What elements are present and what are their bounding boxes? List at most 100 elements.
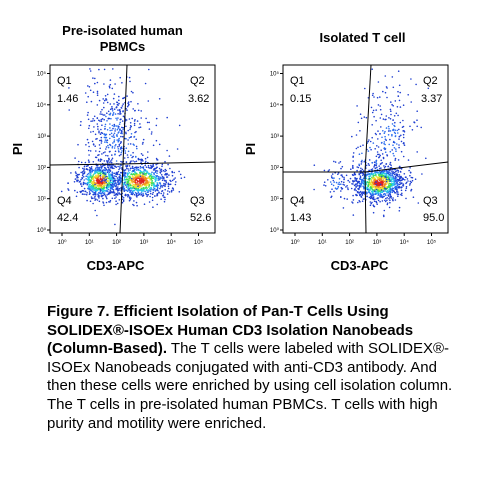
cell-dot <box>91 140 94 143</box>
cell-dot <box>111 184 113 187</box>
cell-dot <box>99 139 101 142</box>
cell-dot <box>149 195 151 198</box>
cell-dot <box>138 182 141 184</box>
cell-dot <box>377 138 379 140</box>
cell-dot <box>338 183 341 186</box>
cell-dot <box>127 102 129 105</box>
cell-dot <box>107 160 110 162</box>
cell-dot <box>390 197 393 199</box>
cell-dot <box>145 166 148 168</box>
cell-dot <box>404 179 406 181</box>
cell-dot <box>94 183 96 186</box>
quadrant-gate <box>122 64 128 165</box>
cell-dot <box>119 129 121 132</box>
cell-dot <box>136 189 139 192</box>
cell-dot <box>156 203 158 206</box>
cell-dot <box>131 117 133 120</box>
cell-dot <box>114 197 116 200</box>
cell-dot <box>144 157 147 160</box>
cell-dot <box>406 178 409 180</box>
cell-dot <box>162 194 165 196</box>
cell-dot <box>369 146 371 149</box>
cell-dot <box>105 201 108 204</box>
cell-dot <box>89 70 92 72</box>
cell-dot <box>130 197 132 199</box>
cell-dot <box>166 149 168 152</box>
cell-dot <box>92 143 95 145</box>
cell-dot <box>116 177 119 179</box>
cell-dot <box>87 187 89 190</box>
cell-dot <box>112 97 115 100</box>
cell-dot <box>95 138 97 140</box>
cell-dot <box>129 125 132 127</box>
cell-dot <box>118 131 120 133</box>
cell-dot <box>77 143 79 146</box>
cell-dot <box>355 147 358 150</box>
cell-dot <box>139 175 142 178</box>
cell-dot <box>92 91 95 93</box>
cell-dot <box>398 175 400 178</box>
cell-dot <box>107 185 109 188</box>
cell-dot <box>385 178 388 181</box>
cell-dot <box>92 202 94 205</box>
cell-dot <box>80 171 82 174</box>
cell-dot <box>142 181 145 184</box>
cell-dot <box>420 126 423 129</box>
cell-dot <box>91 120 94 122</box>
cell-dot <box>96 123 99 125</box>
cell-dot <box>98 131 100 134</box>
cell-dot <box>104 141 106 143</box>
cell-dot <box>94 133 97 136</box>
cell-dot <box>342 207 345 209</box>
cell-dot <box>379 200 381 203</box>
cell-dot <box>91 181 93 183</box>
cell-dot <box>116 172 119 174</box>
cell-dot <box>103 136 106 139</box>
cell-dot <box>163 179 166 182</box>
cell-dot <box>375 181 377 183</box>
cell-dot <box>385 176 387 179</box>
cell-dot <box>378 174 380 176</box>
panel-title: Pre-isolated human PBMCs <box>62 23 183 54</box>
cell-dot <box>145 174 147 176</box>
cell-dot <box>118 183 121 185</box>
cell-dot <box>398 84 401 87</box>
cell-dot <box>180 177 183 179</box>
cell-dot <box>91 183 94 185</box>
cell-dot <box>337 173 339 176</box>
cell-dot <box>153 185 156 187</box>
cell-dot <box>334 187 337 189</box>
cell-dot <box>101 118 104 120</box>
cell-dot <box>395 112 398 115</box>
cell-dot <box>140 194 142 196</box>
cell-dot <box>400 134 402 137</box>
cell-dot <box>142 189 144 192</box>
cell-dot <box>121 150 123 152</box>
cell-dot <box>359 178 362 180</box>
cell-dot <box>83 187 86 190</box>
cell-dot <box>399 91 402 94</box>
cell-dot <box>74 171 77 173</box>
cell-dot <box>106 129 109 131</box>
cell-dot <box>359 190 362 193</box>
cell-dot <box>83 171 86 173</box>
cell-dot <box>139 165 142 168</box>
cell-dot <box>108 117 111 120</box>
cell-dot <box>104 125 106 128</box>
cell-dot <box>417 202 420 204</box>
cell-dot <box>395 150 397 152</box>
cell-dot <box>362 170 365 172</box>
cell-dot <box>367 140 370 143</box>
cell-dot <box>332 179 335 182</box>
cell-dot <box>150 187 153 189</box>
cell-dot <box>133 183 135 186</box>
cell-dot <box>373 161 376 163</box>
y-tick-label: 10⁴ <box>270 102 280 109</box>
y-tick-label: 10⁵ <box>37 71 47 78</box>
cell-dot <box>104 133 106 136</box>
cell-dot <box>122 128 124 131</box>
cell-dot <box>130 100 132 103</box>
cell-dot <box>354 178 356 180</box>
cell-dot <box>139 179 141 181</box>
cell-dot <box>128 137 131 139</box>
